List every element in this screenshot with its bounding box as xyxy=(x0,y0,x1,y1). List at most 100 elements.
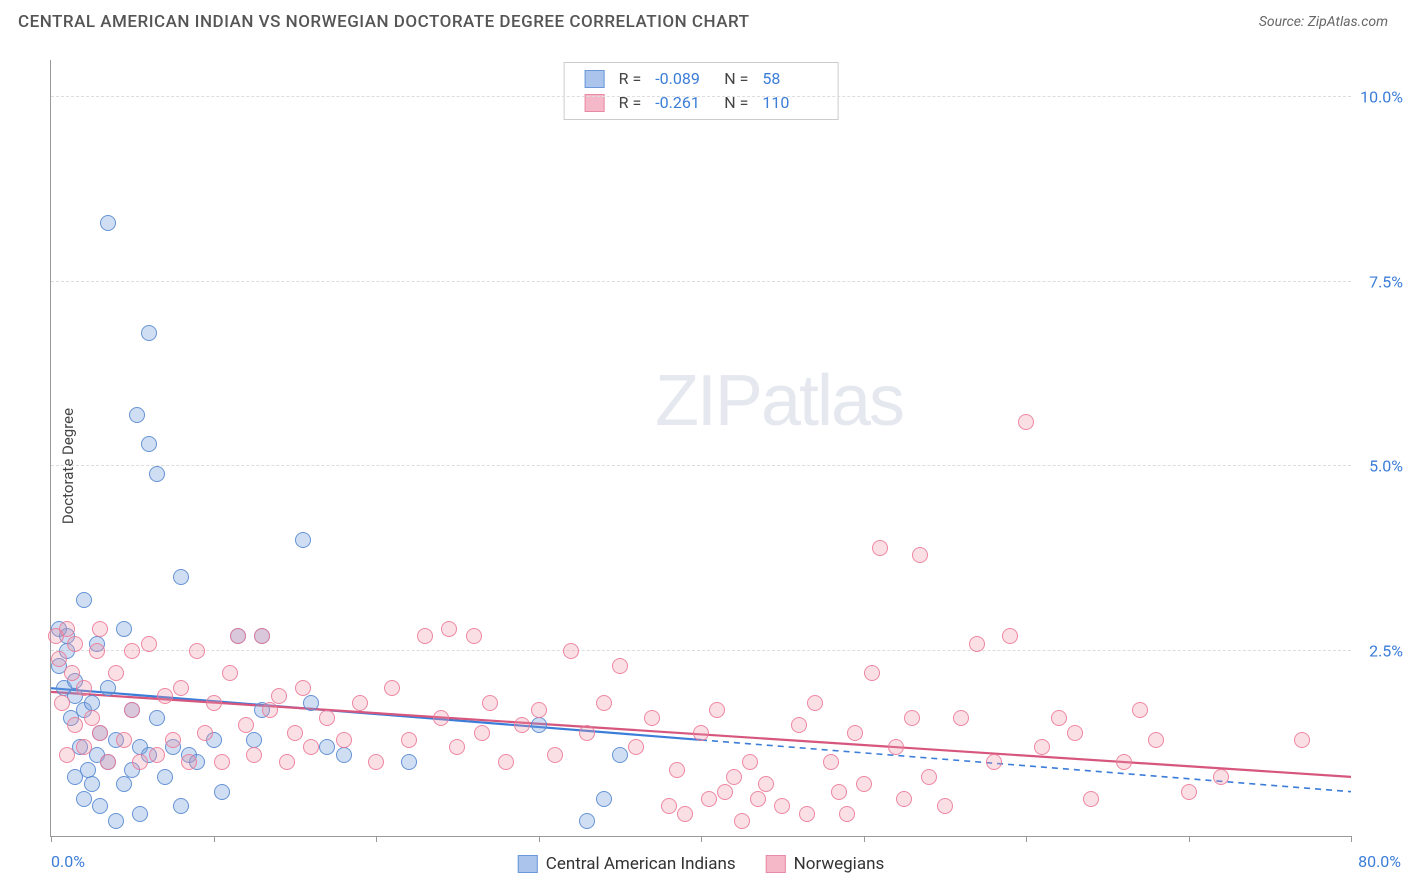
data-point xyxy=(116,621,132,637)
data-point xyxy=(1132,702,1148,718)
data-point xyxy=(596,791,612,807)
data-point xyxy=(132,806,148,822)
data-point xyxy=(669,762,685,778)
data-point xyxy=(303,695,319,711)
data-point xyxy=(953,710,969,726)
x-tick xyxy=(1026,836,1027,842)
data-point xyxy=(165,732,181,748)
data-point xyxy=(108,665,124,681)
data-point xyxy=(474,725,490,741)
data-point xyxy=(912,547,928,563)
data-point xyxy=(319,739,335,755)
data-point xyxy=(295,532,311,548)
data-point xyxy=(864,665,880,681)
data-point xyxy=(514,717,530,733)
series-swatch xyxy=(518,855,538,873)
data-point xyxy=(856,776,872,792)
series-swatch xyxy=(766,855,786,873)
data-point xyxy=(80,762,96,778)
data-point xyxy=(51,651,67,667)
legend-label: Norwegians xyxy=(794,854,885,874)
data-point xyxy=(701,791,717,807)
legend-label: Central American Indians xyxy=(546,854,736,874)
data-point xyxy=(547,747,563,763)
data-point xyxy=(295,680,311,696)
data-point xyxy=(986,754,1002,770)
data-point xyxy=(352,695,368,711)
data-point xyxy=(579,725,595,741)
y-tick-label: 7.5% xyxy=(1369,272,1403,291)
data-point xyxy=(246,732,262,748)
data-point xyxy=(271,688,287,704)
data-point xyxy=(498,754,514,770)
data-point xyxy=(132,754,148,770)
data-point xyxy=(717,784,733,800)
source-label: Source: ZipAtlas.com xyxy=(1259,14,1388,30)
data-point xyxy=(84,710,100,726)
x-tick xyxy=(51,836,52,842)
data-point xyxy=(904,710,920,726)
data-point xyxy=(661,798,677,814)
data-point xyxy=(84,776,100,792)
data-point xyxy=(482,695,498,711)
data-point xyxy=(129,407,145,423)
data-point xyxy=(774,798,790,814)
data-point xyxy=(116,732,132,748)
data-point xyxy=(758,776,774,792)
data-point xyxy=(76,739,92,755)
data-point xyxy=(206,695,222,711)
data-point xyxy=(149,466,165,482)
y-tick-label: 2.5% xyxy=(1369,642,1403,661)
data-point xyxy=(100,680,116,696)
legend-item: Norwegians xyxy=(766,854,885,874)
data-point xyxy=(368,754,384,770)
chart-container: Doctorate Degree ZIPatlas R =-0.089N =58… xyxy=(0,40,1406,892)
data-point xyxy=(1018,414,1034,430)
data-point xyxy=(181,754,197,770)
plot-area: ZIPatlas R =-0.089N =58R =-0.261N =110 0… xyxy=(50,60,1351,837)
data-point xyxy=(1083,791,1099,807)
data-point xyxy=(92,798,108,814)
legend: Central American Indians Norwegians xyxy=(518,854,884,874)
data-point xyxy=(734,813,750,829)
data-point xyxy=(100,215,116,231)
data-point xyxy=(1116,754,1132,770)
chart-title: CENTRAL AMERICAN INDIAN VS NORWEGIAN DOC… xyxy=(18,12,749,32)
data-point xyxy=(896,791,912,807)
x-tick xyxy=(1189,836,1190,842)
data-point xyxy=(839,806,855,822)
x-axis-max-label: 80.0% xyxy=(1358,852,1401,871)
data-point xyxy=(173,569,189,585)
data-point xyxy=(466,628,482,644)
data-point xyxy=(831,784,847,800)
data-point xyxy=(563,643,579,659)
data-point xyxy=(791,717,807,733)
x-tick xyxy=(376,836,377,842)
data-point xyxy=(1148,732,1164,748)
data-point xyxy=(230,628,246,644)
data-point xyxy=(238,717,254,733)
data-point xyxy=(969,636,985,652)
data-point xyxy=(214,784,230,800)
data-point xyxy=(149,747,165,763)
data-point xyxy=(89,643,105,659)
data-point xyxy=(847,725,863,741)
data-point xyxy=(644,710,660,726)
data-point xyxy=(173,798,189,814)
data-point xyxy=(254,628,270,644)
data-point xyxy=(921,769,937,785)
data-point xyxy=(76,791,92,807)
data-point xyxy=(319,710,335,726)
data-point xyxy=(1213,769,1229,785)
series-swatch xyxy=(585,70,605,88)
data-point xyxy=(214,754,230,770)
legend-item: Central American Indians xyxy=(518,854,736,874)
data-point xyxy=(141,325,157,341)
data-point xyxy=(149,710,165,726)
data-point xyxy=(336,747,352,763)
gridline xyxy=(51,96,1351,97)
data-point xyxy=(197,725,213,741)
data-point xyxy=(1051,710,1067,726)
data-point xyxy=(799,806,815,822)
stat-row: R =-0.089N =58 xyxy=(585,67,818,91)
